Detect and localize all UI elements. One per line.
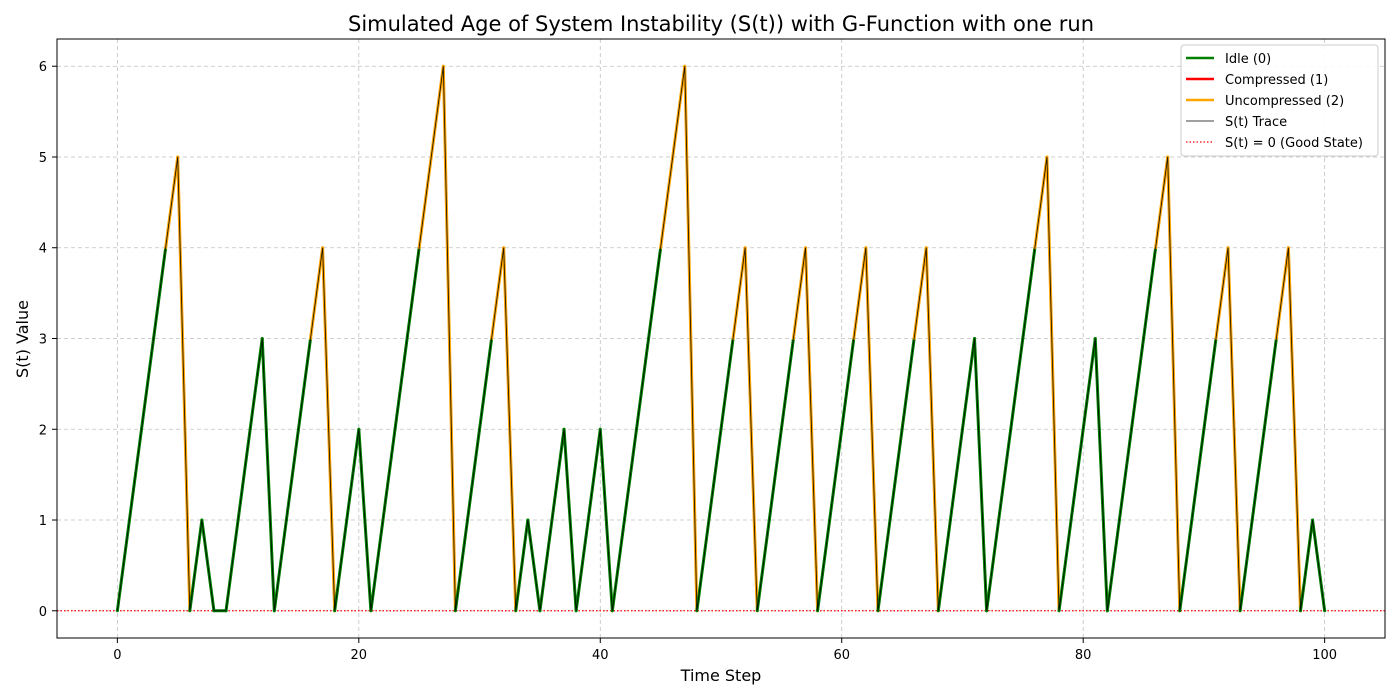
axis-ticks: 0 20 40 60 80 100 0 1 2 3 4 5 6 — [39, 60, 1337, 663]
x-tick-label: 100 — [1312, 648, 1337, 663]
legend-label-idle: Idle (0) — [1225, 52, 1271, 67]
legend-label-baseline: S(t) = 0 (Good State) — [1225, 136, 1363, 151]
x-tick-label: 60 — [833, 648, 850, 663]
legend-label-uncompressed: Uncompressed (2) — [1225, 94, 1344, 109]
legend-box — [1180, 44, 1379, 157]
legend-label-compressed: Compressed (1) — [1225, 73, 1328, 88]
y-tick-label: 3 — [39, 333, 47, 348]
y-axis-label: S(t) Value — [13, 300, 32, 378]
y-tick-label: 4 — [39, 242, 47, 257]
x-tick-label: 80 — [1075, 648, 1092, 663]
trace-line — [116, 66, 1326, 612]
y-tick-label: 1 — [39, 514, 47, 529]
x-tick-label: 0 — [113, 648, 121, 663]
x-tick-label: 40 — [592, 648, 609, 663]
legend-label-trace: S(t) Trace — [1225, 115, 1287, 130]
legend: Idle (0) Compressed (1) Uncompressed (2) S(… — [1180, 44, 1379, 157]
y-tick-label: 0 — [39, 605, 47, 620]
x-axis-label: Time Step — [680, 666, 762, 685]
series-layer — [115, 64, 1327, 613]
y-tick-label: 5 — [39, 151, 47, 166]
x-tick-label: 20 — [351, 648, 368, 663]
chart-title: Simulated Age of System Instability (S(t… — [348, 12, 1094, 36]
y-tick-label: 2 — [39, 423, 47, 438]
y-tick-label: 6 — [39, 60, 47, 75]
